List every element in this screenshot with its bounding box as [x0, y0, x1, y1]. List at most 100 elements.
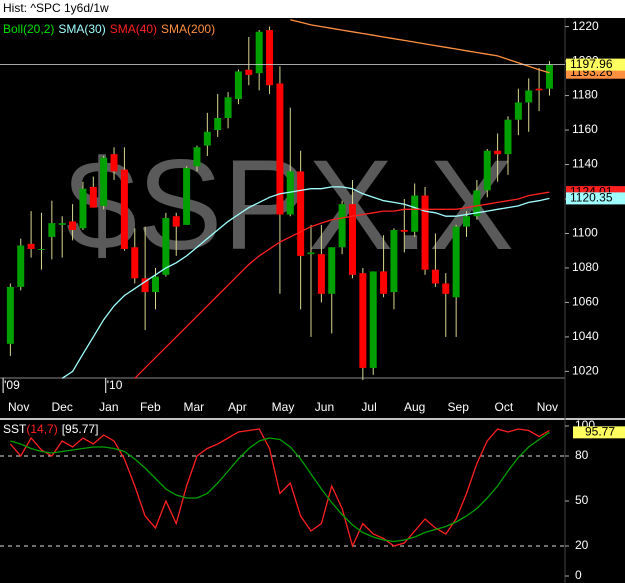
price-box-label: 1197.96	[570, 57, 613, 71]
candle-body	[317, 254, 325, 294]
candle-body	[79, 188, 87, 229]
candle-body	[525, 90, 533, 103]
candle-body	[141, 278, 149, 293]
y-tick-label: 1140	[572, 157, 598, 171]
candle-body	[131, 247, 139, 279]
candle-body	[514, 102, 522, 120]
price-box	[566, 58, 625, 71]
y-tick-label: 1180	[572, 88, 598, 102]
candle-body	[48, 223, 56, 237]
y-tick-label: 1220	[572, 19, 599, 33]
candle-body	[162, 217, 170, 275]
indicator-line	[9, 428, 550, 548]
x-tick-label: Feb	[140, 400, 161, 414]
candle-body	[473, 190, 481, 217]
candle-body	[535, 88, 543, 91]
candle-body	[369, 271, 377, 368]
candle-body	[348, 204, 356, 275]
indicator-line	[10, 431, 550, 543]
indicator-value: [95.77]	[62, 422, 99, 436]
y-tick-label: 80	[575, 448, 589, 462]
chart-title: Hist: ^SPC 1y6d/1w	[3, 1, 109, 15]
candle-body	[390, 230, 398, 293]
indicator-line	[61, 186, 550, 379]
legend-entry: Boll(20,2)	[3, 22, 54, 36]
year-tick-label: '09	[4, 378, 20, 392]
value-box-label: 95.77	[585, 425, 615, 439]
candle-body	[494, 150, 502, 155]
candle-body	[452, 226, 460, 298]
candle-body	[69, 221, 77, 231]
y-tick-label: 1080	[572, 260, 599, 274]
candle-body	[17, 245, 25, 287]
candle-body	[400, 230, 408, 232]
legend-entry: SMA(40)	[110, 22, 157, 36]
indicator-line	[290, 19, 550, 74]
candle-body	[266, 30, 274, 86]
candle-body	[245, 69, 253, 75]
candle-body	[307, 252, 315, 255]
candle-body	[328, 247, 336, 294]
candle-body	[224, 97, 232, 118]
y-tick-label: 1100	[572, 226, 598, 240]
candle-body	[203, 131, 211, 146]
x-tick-label: Aug	[404, 400, 425, 414]
legend-entry: SMA(200)	[161, 22, 215, 36]
indicator-params: (14,7)	[26, 422, 57, 436]
legend-entry: SMA(30)	[58, 22, 105, 36]
candle-body	[421, 195, 429, 270]
candle-body	[183, 167, 191, 225]
price-box	[566, 192, 625, 205]
x-tick-label: Nov	[8, 400, 29, 414]
candle-body	[431, 269, 439, 284]
candle-body	[100, 157, 108, 206]
y-tick-label: 1020	[572, 364, 599, 378]
candle-body	[463, 216, 471, 227]
candle-body	[27, 243, 35, 249]
year-tick-label: '10	[107, 378, 123, 392]
y-tick-label: 20	[575, 538, 589, 552]
candle-body	[545, 64, 553, 89]
y-tick-label: 1040	[572, 329, 599, 343]
candle-body	[255, 31, 263, 74]
price-box-label: 1120.35	[570, 191, 613, 205]
x-tick-label: Jan	[99, 400, 118, 414]
candle-body	[504, 119, 512, 155]
value-box	[573, 426, 625, 439]
x-tick-label: May	[272, 400, 295, 414]
price-panel	[0, 18, 625, 418]
candle-body	[214, 117, 222, 131]
candle-body	[380, 271, 388, 294]
x-tick-label: Sep	[448, 400, 470, 414]
y-tick-label: 50	[575, 493, 589, 507]
candle-body	[110, 154, 118, 172]
candle-body	[6, 286, 14, 344]
candle-body	[483, 150, 491, 191]
candle-body	[120, 169, 128, 249]
x-tick-label: Oct	[494, 400, 513, 414]
x-tick-label: Nov	[537, 400, 558, 414]
candle-body	[58, 223, 66, 225]
candle-body	[37, 248, 45, 250]
x-tick-label: Mar	[184, 400, 205, 414]
indicator-line	[134, 191, 550, 379]
y-tick-label: 1060	[572, 295, 599, 309]
candle-body	[193, 147, 201, 167]
x-tick-label: Apr	[228, 400, 247, 414]
indicator-name: SST	[3, 422, 27, 436]
candle-body	[359, 273, 367, 368]
y-tick-label: 0	[575, 568, 582, 582]
x-tick-label: Dec	[52, 400, 73, 414]
y-tick-label: 1160	[572, 122, 598, 136]
candle-body	[442, 283, 450, 294]
candle-body	[338, 204, 346, 248]
x-tick-label: Jun	[315, 400, 334, 414]
candle-body	[286, 171, 294, 215]
candle-body	[172, 216, 180, 227]
x-tick-label: Jul	[361, 400, 376, 414]
candle-body	[89, 186, 97, 208]
candle-body	[276, 83, 284, 215]
candle-body	[152, 276, 160, 293]
title-bar	[0, 0, 625, 18]
